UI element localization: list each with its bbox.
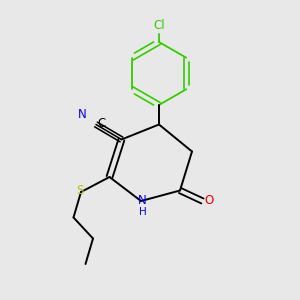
Text: S: S [77,184,84,197]
Text: N: N [138,194,147,207]
Text: N: N [78,107,87,121]
Text: O: O [205,194,214,208]
Text: Cl: Cl [153,19,165,32]
Text: C: C [97,117,106,130]
Text: H: H [139,207,146,218]
